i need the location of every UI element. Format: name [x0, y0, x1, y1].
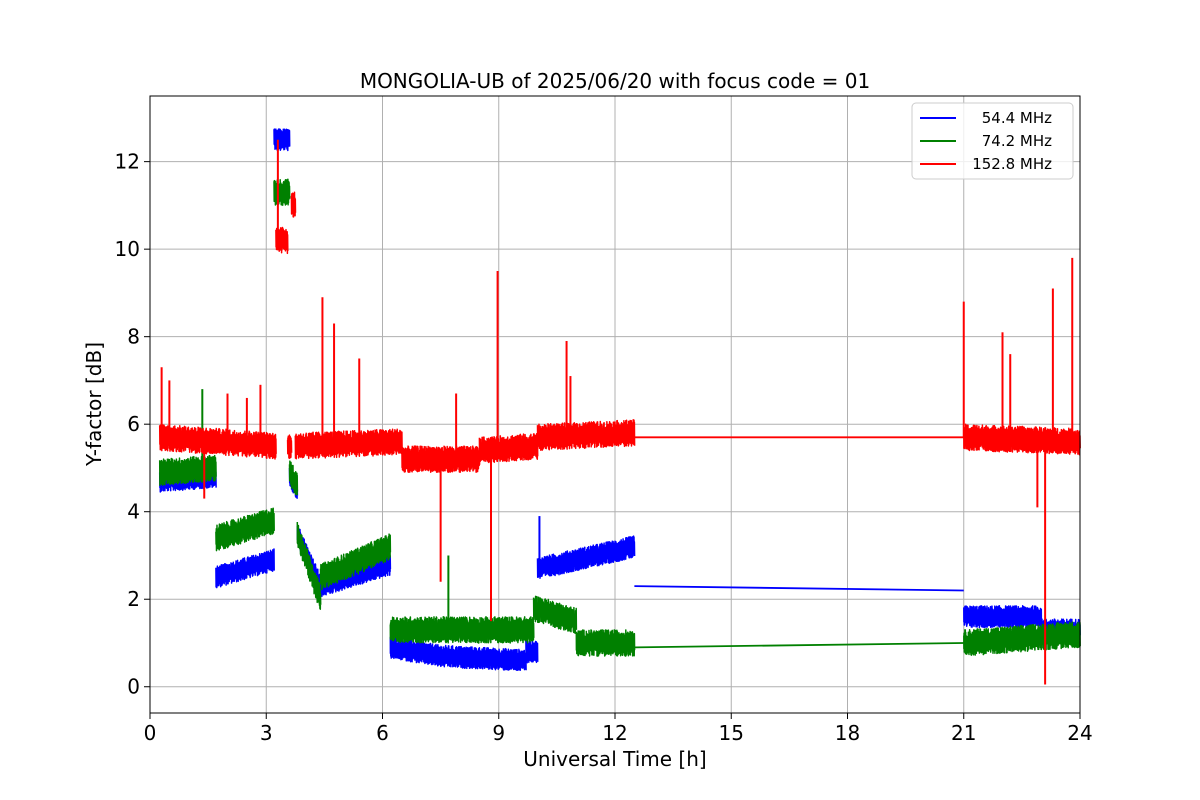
series-segment: [290, 191, 297, 218]
series-segment: [575, 629, 636, 657]
series-gap-line: [634, 642, 964, 649]
series-gap-line: [634, 585, 964, 592]
legend-label: 74.2 MHz: [982, 132, 1052, 150]
series-segment: [478, 433, 539, 464]
series-segment: [273, 178, 291, 206]
series-segment: [273, 128, 291, 152]
x-tick-label: 9: [492, 721, 505, 745]
series-segment: [286, 434, 293, 460]
series-segment: [389, 636, 442, 667]
series-segment: [532, 595, 578, 635]
chart-title: MONGOLIA-UB of 2025/06/20 with focus cod…: [360, 69, 870, 93]
series-segment: [389, 615, 535, 644]
series-segment: [288, 460, 299, 496]
series-segment: [296, 521, 322, 611]
series-segment: [536, 535, 636, 579]
series-74-2-mhz: [158, 178, 1081, 657]
series-segment: [158, 424, 277, 460]
y-axis-label: Y-factor [dB]: [82, 342, 106, 467]
series-segment: [215, 548, 275, 589]
series-segment: [294, 428, 403, 460]
series-segment: [525, 640, 539, 664]
series-layer: [158, 128, 1081, 685]
x-tick-label: 3: [260, 721, 273, 745]
x-tick-label: 6: [376, 721, 389, 745]
series-segment: [215, 507, 275, 552]
series-segment: [963, 423, 1081, 456]
series-152-8-mhz: [158, 139, 1081, 685]
y-tick-label: 12: [115, 150, 140, 174]
legend-label: 54.4 MHz: [982, 109, 1052, 127]
x-tick-label: 0: [144, 721, 157, 745]
x-tick-label: 18: [835, 721, 860, 745]
series-segment: [439, 644, 527, 672]
y-tick-label: 2: [127, 587, 140, 611]
x-tick-label: 15: [719, 721, 744, 745]
y-tick-label: 6: [127, 412, 140, 436]
series-segment: [963, 605, 1043, 629]
series-segment: [536, 419, 636, 451]
y-tick-label: 10: [115, 237, 140, 261]
y-tick-label: 8: [127, 325, 140, 349]
series-segment: [963, 621, 1081, 656]
legend: 54.4 MHz 74.2 MHz 152.8 MHz: [911, 102, 1074, 180]
series-segment: [158, 454, 217, 487]
y-tick-label: 4: [127, 500, 140, 524]
x-tick-label: 24: [1067, 721, 1092, 745]
legend-box: [911, 102, 1074, 180]
y-tick-label: 0: [127, 675, 140, 699]
x-tick-label: 12: [602, 721, 627, 745]
x-tick-label: 21: [951, 721, 976, 745]
legend-label: 152.8 MHz: [972, 155, 1052, 173]
series-segment: [319, 533, 392, 591]
x-axis-label: Universal Time [h]: [523, 747, 706, 771]
